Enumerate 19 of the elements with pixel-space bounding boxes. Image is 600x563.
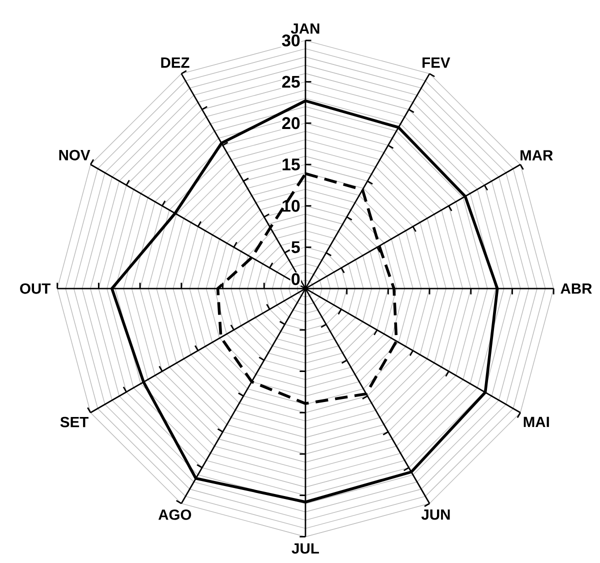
spoke-label: FEV — [422, 57, 450, 68]
spoke-label: ABR — [560, 283, 592, 294]
y-tick-label: 30 — [282, 34, 300, 46]
spoke-label: MAI — [524, 416, 549, 427]
spoke-label: NOV — [59, 150, 90, 160]
spoke-label: MAR — [520, 150, 553, 160]
y-tick-label: 25 — [282, 76, 300, 88]
spoke-label: JAN — [290, 23, 320, 34]
spoke-label: JUL — [292, 543, 319, 554]
spoke-label: JUN — [421, 509, 450, 520]
spoke-label: DEZ — [161, 57, 190, 68]
y-tick-label: 10 — [282, 200, 300, 212]
y-tick-label: 15 — [282, 158, 300, 170]
y-tick-label: 20 — [282, 117, 300, 129]
y-tick-label: 5 — [291, 241, 300, 253]
spoke-label: AGO — [158, 509, 192, 520]
y-tick-label: 0 — [292, 273, 300, 285]
spoke-label: SET — [60, 416, 88, 428]
spoke-label: OUT — [20, 283, 50, 294]
